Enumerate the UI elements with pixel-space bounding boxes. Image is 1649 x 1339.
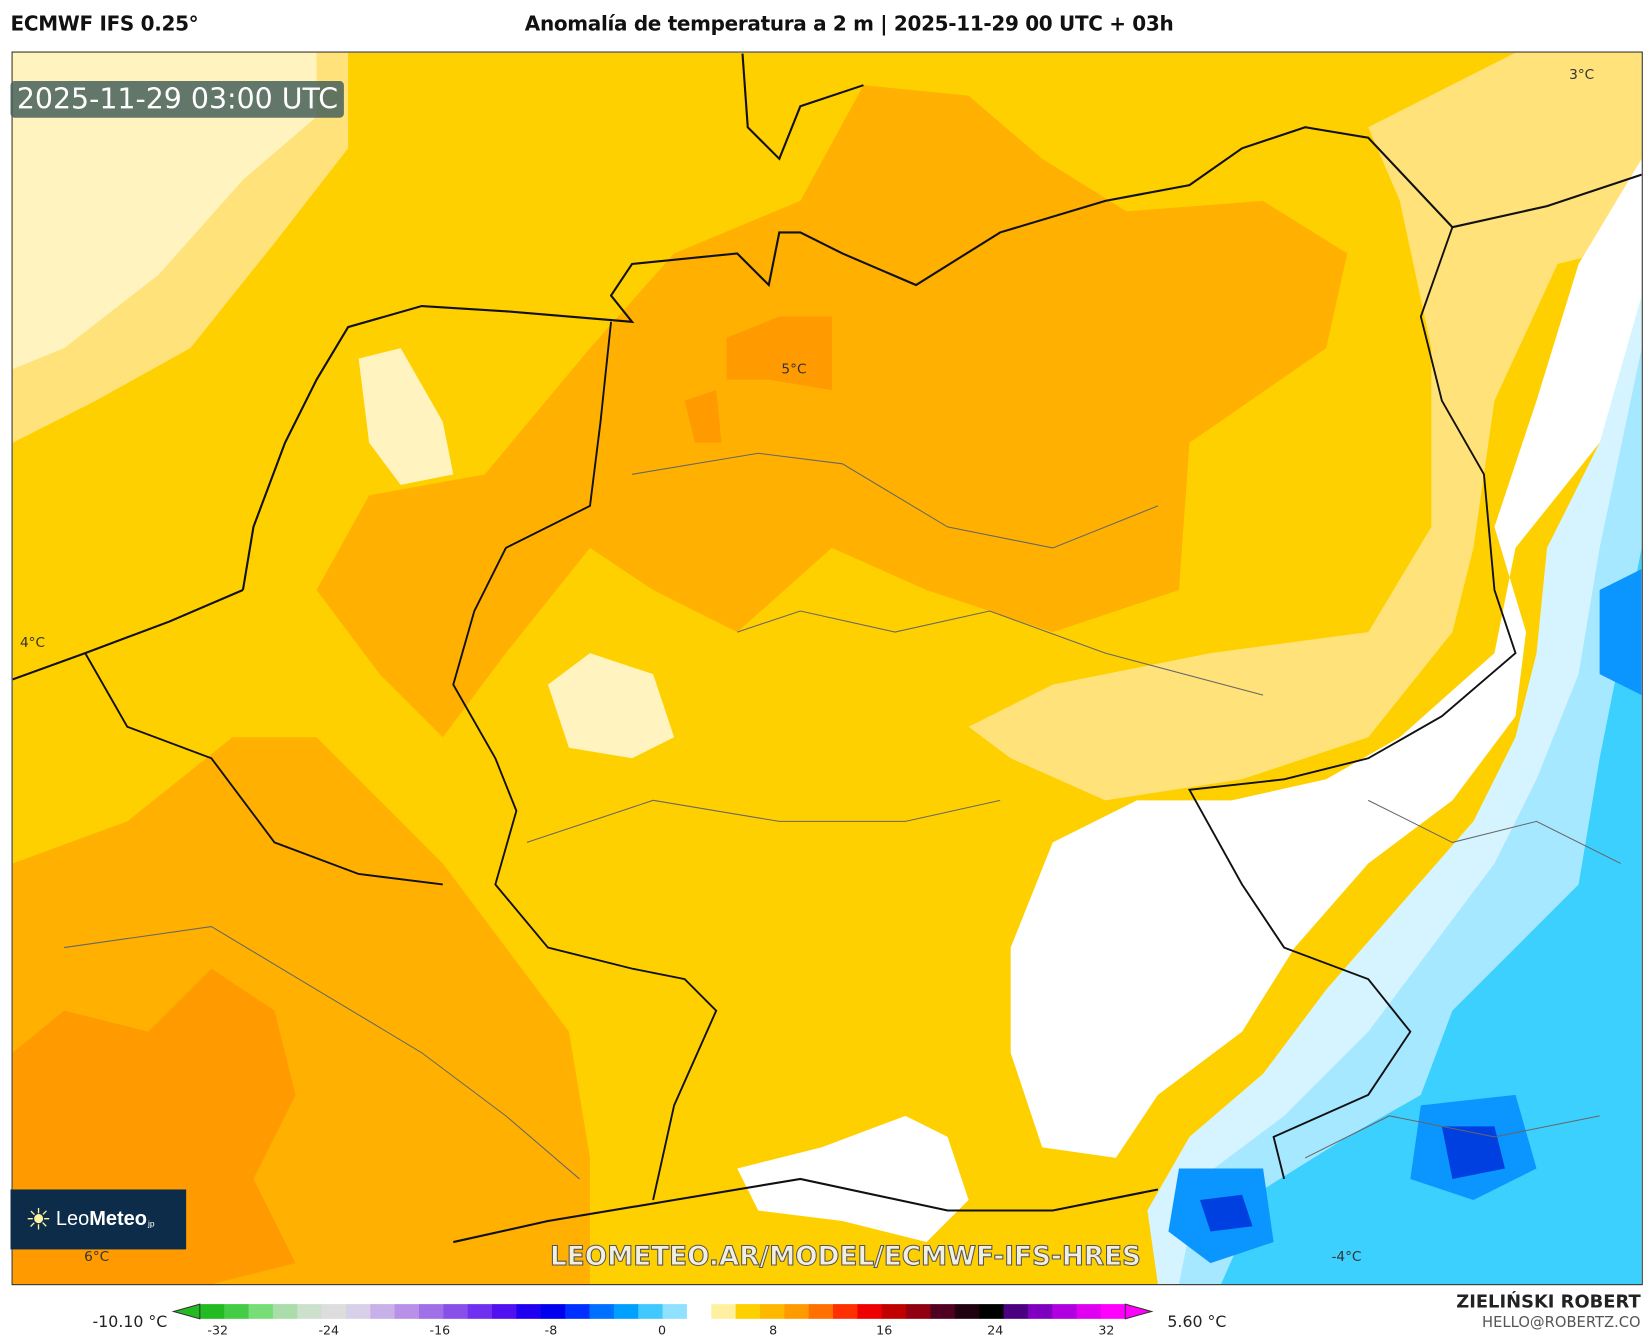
temperature-anomaly-map[interactable]: 3°C 5°C 4°C 6°C -4°C: [11, 51, 1643, 1286]
contour-label: 3°C: [1569, 67, 1595, 84]
colorbar-segment: [321, 1304, 347, 1319]
colorbar-segment: [540, 1304, 566, 1319]
colorbar-segment: [1052, 1304, 1078, 1319]
sun-icon: ☀: [25, 1203, 52, 1236]
colorbar-segment: [759, 1304, 785, 1319]
field-pale-nw2: [12, 52, 317, 370]
colorbar-tick-label: -8: [544, 1323, 558, 1338]
colorbar: [171, 1303, 1154, 1320]
chart-title: Anomalía de temperatura a 2 m | 2025-11-…: [524, 12, 1174, 36]
colorbar-segment: [613, 1304, 639, 1319]
colorbar-segment: [638, 1304, 664, 1319]
colorbar-segment: [1076, 1304, 1102, 1319]
author-email: HELLO@ROBERTZ.CO: [1482, 1314, 1641, 1332]
logo-text-bold: Meteo: [89, 1207, 147, 1230]
colorbar-segment: [199, 1304, 225, 1319]
colorbar-min-arrow: [171, 1303, 201, 1320]
field-deep-orange-2: [684, 390, 722, 443]
colorbar-segment: [589, 1304, 615, 1319]
watermark-url: LEOMETEO.AR/MODEL/ECMWF-IFS-HRES: [550, 1240, 1142, 1272]
contour-label: 4°C: [19, 635, 46, 652]
colorbar-segment: [1100, 1304, 1126, 1319]
colorbar-segment: [735, 1304, 761, 1319]
colorbar-segment: [565, 1304, 591, 1319]
colorbar-segment: [808, 1304, 834, 1319]
coastlines: [12, 53, 1642, 1244]
field-deep-blue-1: [1441, 1126, 1505, 1179]
colorbar-segment: [516, 1304, 542, 1319]
logo-text-light: Leo: [55, 1207, 90, 1230]
colorbar-segment: [930, 1304, 956, 1319]
colorbar-tick-label: -16: [429, 1323, 451, 1338]
field-white-alps: [737, 1115, 969, 1243]
colorbar-segment: [443, 1304, 469, 1319]
colorbar-segment: [833, 1304, 858, 1319]
model-name: ECMWF IFS 0.25°: [10, 12, 199, 36]
colorbar-segment: [979, 1304, 1005, 1319]
field-white-east: [1010, 158, 1642, 1158]
colorbar-segment: [1003, 1304, 1029, 1319]
colorbar-segment: [784, 1304, 810, 1319]
colorbar-segment: [345, 1304, 371, 1319]
author-name: ZIELIŃSKI ROBERT: [1456, 1291, 1641, 1313]
colorbar-segment: [248, 1304, 274, 1319]
colorbar-tick-label: 32: [1098, 1323, 1115, 1338]
map-fill: [12, 52, 1642, 1285]
colorbar-segment: [686, 1304, 712, 1319]
colorbar-tick-label: -24: [318, 1323, 340, 1338]
contour-label: 5°C: [781, 361, 807, 378]
colorbar-max-label: 5.60 °C: [1167, 1312, 1227, 1332]
field-orange-north: [316, 85, 1348, 738]
colorbar-segment: [881, 1304, 907, 1319]
colorbar-segment: [711, 1304, 737, 1319]
colorbar-segment: [492, 1304, 517, 1319]
field-sky: [1221, 547, 1642, 1285]
field-pale-center: [547, 653, 675, 759]
valid-time-badge: 2025-11-29 03:00 UTC: [10, 80, 345, 118]
colorbar-tick-label: 16: [876, 1323, 893, 1338]
field-light-east: [968, 52, 1642, 801]
colorbar-segment: [467, 1304, 493, 1319]
colorbar-tick-label: 8: [769, 1323, 778, 1338]
logo-suffix: jp: [147, 1218, 155, 1229]
colorbar-segment: [394, 1304, 420, 1319]
colorbar-tick-label: 0: [658, 1323, 667, 1338]
colorbar-segment: [224, 1304, 250, 1319]
colorbar-tick-label: 24: [987, 1323, 1004, 1338]
colorbar-segment: [906, 1304, 932, 1319]
field-deep-blue-2: [1199, 1194, 1253, 1232]
colorbar-tick-label: -32: [207, 1323, 229, 1338]
colorbar-segment: [662, 1304, 688, 1319]
contour-label: -4°C: [1331, 1249, 1362, 1266]
colorbar-segment: [297, 1304, 323, 1319]
colorbar-segment: [954, 1304, 980, 1319]
field-blue: [1599, 568, 1642, 696]
colorbar-segment: [419, 1304, 444, 1319]
colorbar-min-label: -10.10 °C: [92, 1312, 168, 1332]
admin-borders: [64, 452, 1621, 1180]
colorbar-segment: [857, 1304, 883, 1319]
field-deep-orange-1: [726, 316, 832, 391]
leometeo-logo: ☀ Leo Meteo jp: [10, 1189, 187, 1250]
country-borders: [84, 226, 1517, 1201]
colorbar-max-arrow: [1124, 1303, 1154, 1320]
colorbar-segment: [272, 1304, 298, 1319]
field-pale-nl: [358, 348, 454, 485]
contour-label: 6°C: [84, 1249, 110, 1266]
colorbar-segment: [1027, 1304, 1053, 1319]
colorbar-segment: [370, 1304, 396, 1319]
